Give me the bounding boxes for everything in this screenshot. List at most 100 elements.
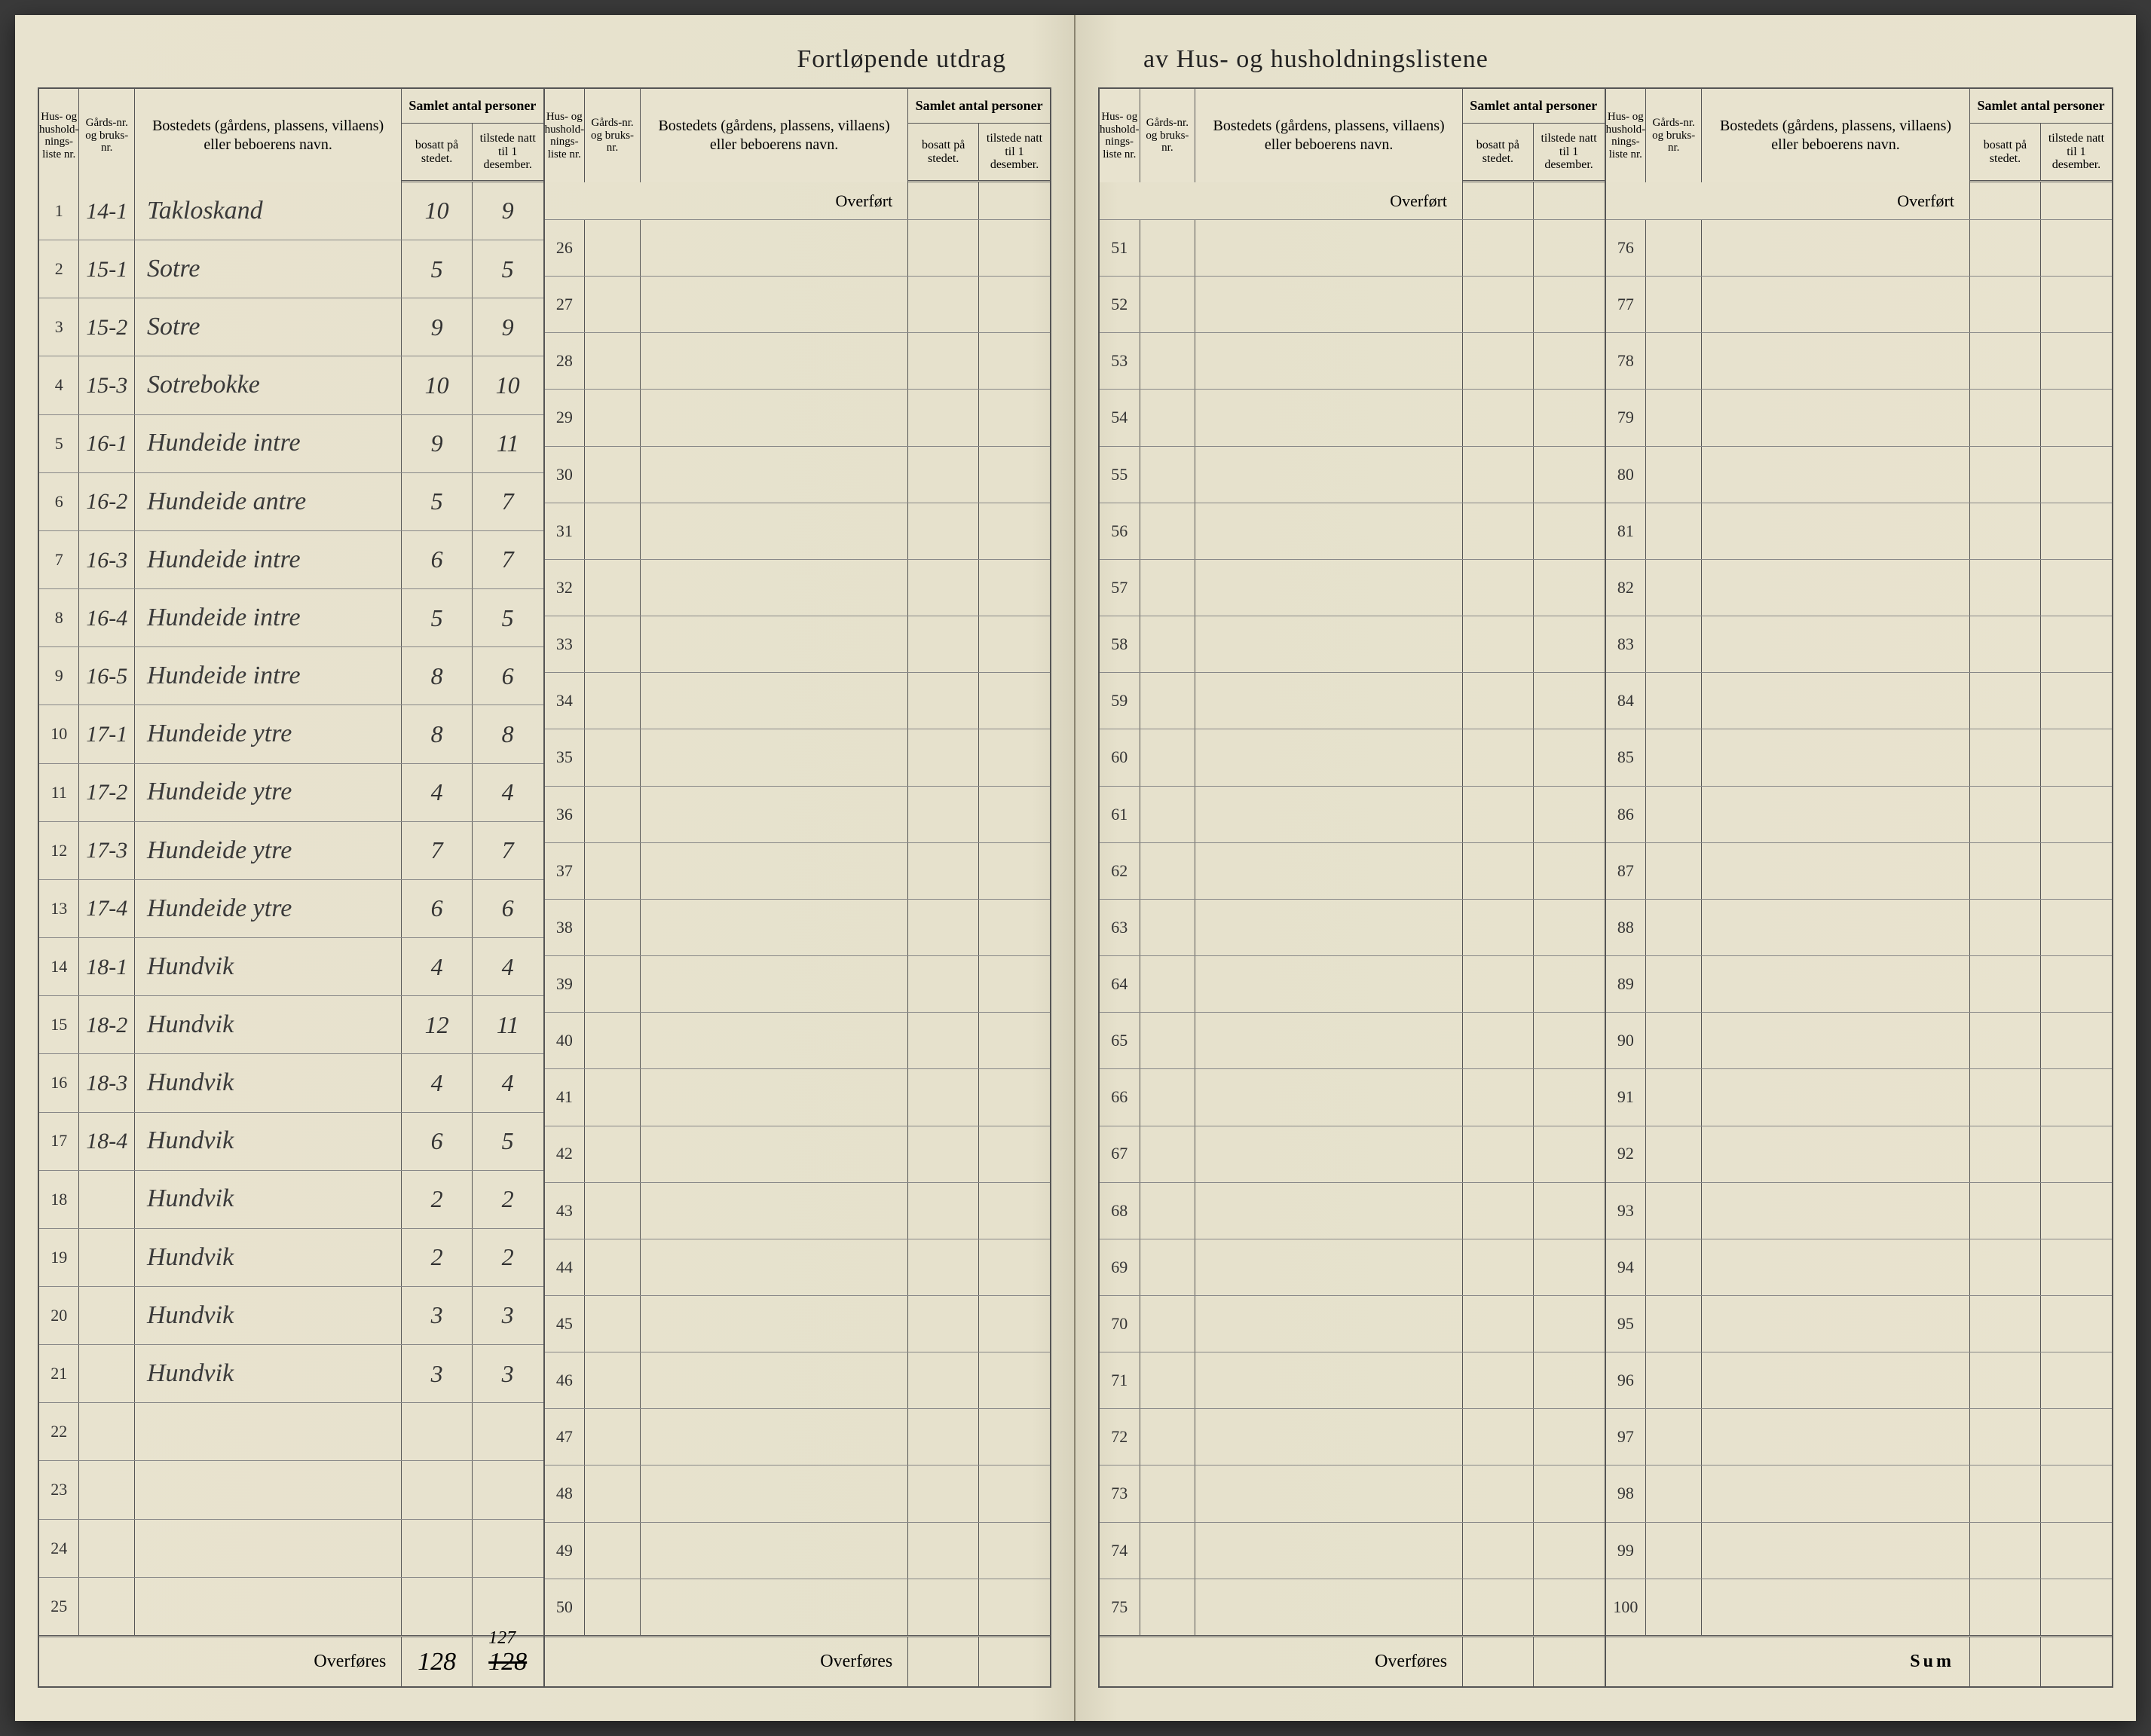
row-tilstede <box>2041 277 2112 332</box>
row-gards: 16-1 <box>79 415 135 472</box>
row-tilstede <box>473 1461 543 1518</box>
row-nr: 96 <box>1606 1352 1647 1408</box>
row-nr: 42 <box>545 1126 586 1182</box>
row-tilstede <box>2041 1579 2112 1635</box>
row-gards <box>1646 447 1702 503</box>
row-name <box>641 843 908 899</box>
row-bosatt <box>908 1523 979 1579</box>
table-row: 37 <box>545 843 1051 900</box>
row-tilstede <box>1534 1296 1605 1352</box>
row-name <box>1702 900 1970 955</box>
row-name <box>641 277 908 332</box>
row-name <box>135 1578 402 1635</box>
row-nr: 35 <box>545 729 586 785</box>
row-gards <box>585 277 641 332</box>
row-gards: 14-1 <box>79 182 135 240</box>
row-bosatt <box>1463 1523 1534 1579</box>
table-row: 79 <box>1606 390 2113 446</box>
row-name <box>1195 1013 1463 1068</box>
row-gards <box>1140 1296 1196 1352</box>
row-name <box>641 1523 908 1579</box>
row-bosatt: 4 <box>402 1054 473 1111</box>
row-name <box>1195 729 1463 785</box>
row-tilstede <box>2041 447 2112 503</box>
table-row: 1618-3Hundvik44 <box>39 1054 543 1112</box>
row-name <box>1702 1523 1970 1579</box>
row-bosatt <box>1463 333 1534 389</box>
table-row: 51 <box>1100 220 1605 277</box>
row-name <box>1702 673 1970 729</box>
row-tilstede: 9 <box>473 298 543 356</box>
row-nr: 84 <box>1606 673 1647 729</box>
row-tilstede <box>1534 1239 1605 1295</box>
row-name <box>1195 900 1463 955</box>
row-tilstede: 7 <box>473 531 543 588</box>
table-row: 1017-1Hundeide ytre88 <box>39 705 543 763</box>
row-name <box>641 673 908 729</box>
row-nr: 19 <box>39 1229 79 1286</box>
row-tilstede <box>1534 1523 1605 1579</box>
row-tilstede <box>2041 956 2112 1012</box>
hdr-bosatt: bosatt på stedet. <box>402 124 473 180</box>
row-nr: 61 <box>1100 787 1140 842</box>
row-nr: 55 <box>1100 447 1140 503</box>
row-name: Hundvik <box>135 1113 402 1170</box>
row-bosatt <box>1463 1409 1534 1465</box>
row-tilstede <box>979 503 1050 559</box>
row-name: Hundvik <box>135 996 402 1053</box>
row-gards <box>1140 1352 1196 1408</box>
row-tilstede <box>979 1352 1050 1408</box>
row-nr: 83 <box>1606 616 1647 672</box>
row-gards <box>585 1069 641 1125</box>
row-bosatt <box>1970 277 2041 332</box>
row-bosatt: 2 <box>402 1171 473 1228</box>
row-gards <box>1140 277 1196 332</box>
row-gards <box>79 1578 135 1635</box>
table-row: 66 <box>1100 1069 1605 1126</box>
table-row: 29 <box>545 390 1051 446</box>
section-3: Hus- og hushold-nings-liste nr. Gårds-nr… <box>1098 87 1606 1688</box>
row-bosatt <box>1970 220 2041 276</box>
table-row: 65 <box>1100 1013 1605 1069</box>
row-gards <box>1140 729 1196 785</box>
row-tilstede: 6 <box>473 880 543 937</box>
row-tilstede <box>1534 560 1605 616</box>
row-nr: 15 <box>39 996 79 1053</box>
row-bosatt <box>908 1013 979 1068</box>
row-name: Hundvik <box>135 1171 402 1228</box>
row-gards <box>1646 1352 1702 1408</box>
table-row: 64 <box>1100 956 1605 1013</box>
table-row: 100 <box>1606 1579 2113 1635</box>
row-tilstede <box>1534 447 1605 503</box>
row-gards <box>1646 1126 1702 1182</box>
row-nr: 26 <box>545 220 586 276</box>
row-nr: 14 <box>39 938 79 995</box>
row-gards <box>1646 956 1702 1012</box>
row-name <box>1702 1013 1970 1068</box>
row-gards <box>1140 1183 1196 1239</box>
row-gards <box>585 1409 641 1465</box>
row-gards <box>585 1013 641 1068</box>
row-gards <box>585 1183 641 1239</box>
row-gards <box>1646 1409 1702 1465</box>
table-row: 38 <box>545 900 1051 956</box>
row-name <box>641 1183 908 1239</box>
row-bosatt: 6 <box>402 880 473 937</box>
row-nr: 23 <box>39 1461 79 1518</box>
right-page: av Hus- og husholdningslistene Hus- og h… <box>1076 15 2136 1721</box>
row-bosatt: 4 <box>402 938 473 995</box>
table-row: 19Hundvik22 <box>39 1229 543 1287</box>
row-gards <box>1646 1466 1702 1521</box>
table-row: 47 <box>545 1409 1051 1466</box>
row-nr: 64 <box>1100 956 1140 1012</box>
row-nr: 74 <box>1100 1523 1140 1579</box>
row-bosatt <box>1970 843 2041 899</box>
row-name <box>1195 1352 1463 1408</box>
row-nr: 77 <box>1606 277 1647 332</box>
row-tilstede: 4 <box>473 764 543 821</box>
row-nr: 63 <box>1100 900 1140 955</box>
title-left: Fortløpende utdrag <box>38 45 1051 74</box>
row-name: Sotre <box>135 298 402 356</box>
row-nr: 1 <box>39 182 79 240</box>
row-tilstede <box>1534 1352 1605 1408</box>
